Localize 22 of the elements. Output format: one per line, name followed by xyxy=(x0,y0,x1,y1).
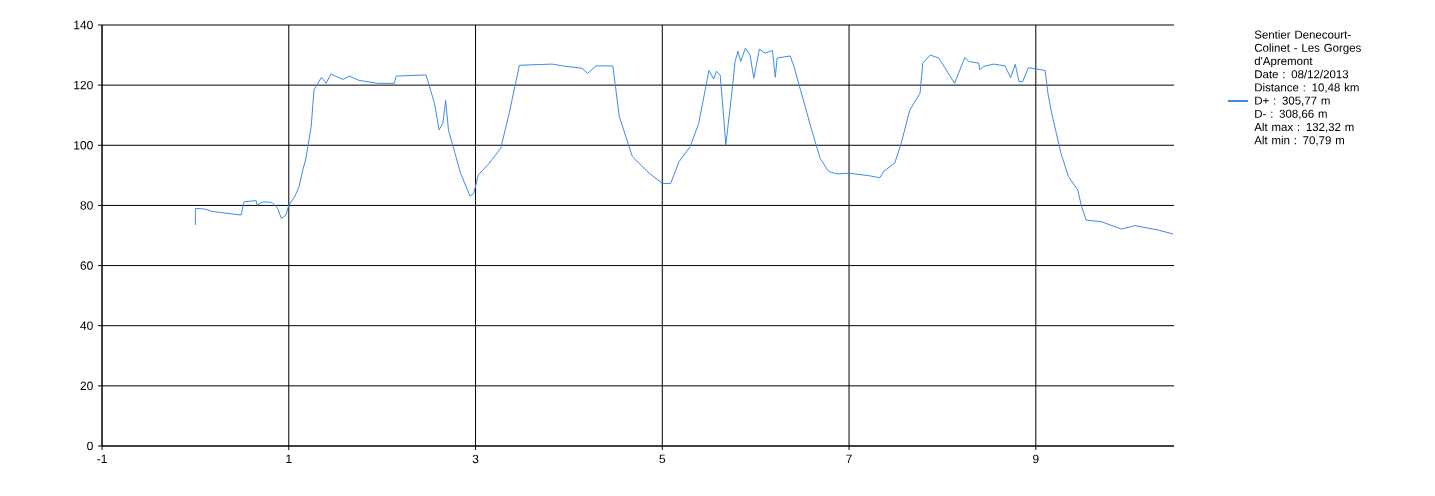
y-tick-label: 80 xyxy=(80,201,93,210)
text: Date : 08/12/2013 xyxy=(1255,69,1349,79)
y-tick-label: 20 xyxy=(80,381,93,391)
y-tick-label: 100 xyxy=(74,141,93,150)
x-tick-label: 7 xyxy=(846,454,852,463)
y-tick-label: 0 xyxy=(87,441,93,451)
y-tick-label: 140 xyxy=(74,20,93,30)
x-tick-label: 9 xyxy=(1033,454,1039,464)
x-tick-label: 3 xyxy=(472,454,479,464)
text: Distance : 10,48 km xyxy=(1255,83,1359,93)
text: Alt max : 132,32 m xyxy=(1254,122,1354,133)
text: Alt min : 70,79 m xyxy=(1254,135,1344,146)
line-series xyxy=(194,47,1174,235)
y-tick-label: 40 xyxy=(80,321,93,330)
text: Sentier Denecourt-Colinet - Les Gorges d'Apremont xyxy=(1254,30,1361,68)
y-tick-label: 120 xyxy=(74,80,93,90)
x-tick-label: -1 xyxy=(97,454,107,463)
text: D+ : 305,77 m xyxy=(1255,96,1330,107)
y-tick-label: 60 xyxy=(80,261,93,270)
x-tick-label: 5 xyxy=(659,454,666,464)
text: D- : 308,66 m xyxy=(1255,109,1327,120)
x-tick-label: 1 xyxy=(286,454,292,463)
